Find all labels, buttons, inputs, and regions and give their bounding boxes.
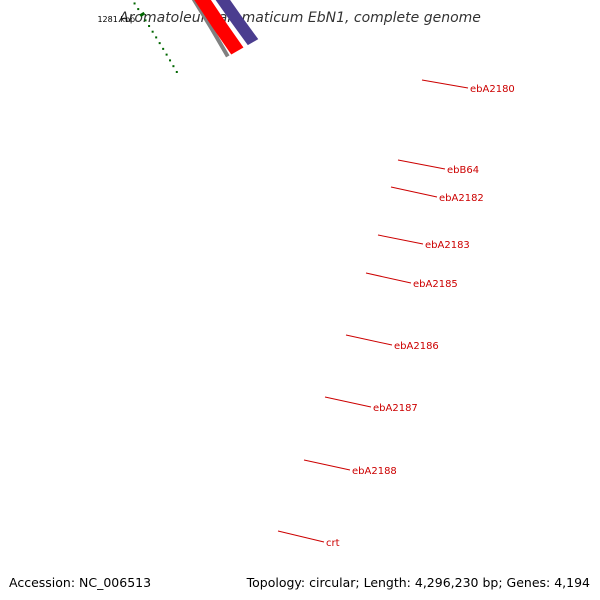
ruler-dot (137, 8, 140, 11)
ruler-dot (165, 53, 168, 56)
genome-backbone (191, 0, 230, 58)
category-track (215, 0, 259, 46)
ruler-dot (169, 59, 172, 62)
ruler-dot (162, 47, 165, 50)
cds-track (194, 0, 244, 55)
leader-line (303, 459, 351, 471)
leader-line (397, 159, 446, 170)
ruler-dot (148, 25, 151, 28)
ruler-dots (133, 2, 178, 73)
ruler-dot (172, 65, 175, 68)
leader-line (277, 530, 325, 543)
backbone-arc (191, 0, 230, 58)
ruler-tick (139, 11, 146, 18)
gene-label: ebA2182 (439, 193, 484, 204)
gene-label: ebA2183 (425, 240, 470, 251)
ruler-dot (144, 19, 147, 22)
label-leaders (277, 79, 469, 543)
leader-line (345, 334, 393, 346)
gene-label: ebA2187 (373, 403, 418, 414)
ruler-ticks (139, 11, 146, 18)
gene-labels: ebA2180 ebB64 ebA2182 ebA2183 ebA2185 ebA2186… (326, 84, 515, 549)
cds-arrow (194, 0, 244, 55)
ruler-dot (155, 36, 158, 39)
gene-label: ebA2188 (352, 466, 397, 477)
gene-label: ebB64 (447, 165, 479, 176)
leader-line (421, 79, 469, 89)
tick-label: 1281 kbp (97, 15, 135, 24)
accession-label: Accession: NC_006513 (9, 575, 154, 590)
gene-label: ebA2186 (394, 341, 439, 352)
ruler-dot (158, 42, 161, 45)
leader-line (324, 396, 372, 408)
topology-label: Topology: circular; Length: 4,296,230 bp… (244, 575, 590, 590)
leader-line (390, 186, 438, 198)
gene-label: crt (326, 538, 340, 549)
gene-label: ebA2180 (470, 84, 515, 95)
ruler-dot (133, 2, 136, 5)
ruler-dot (151, 30, 154, 33)
leader-line (365, 272, 412, 284)
gene-label: ebA2185 (413, 279, 458, 290)
ruler-dot (175, 70, 178, 73)
category-block (215, 0, 259, 46)
leader-line (377, 234, 424, 245)
tick-labels: 1281 kbp1282 kbp1283 kbp1284 kbp1285 kbp… (97, 15, 135, 24)
